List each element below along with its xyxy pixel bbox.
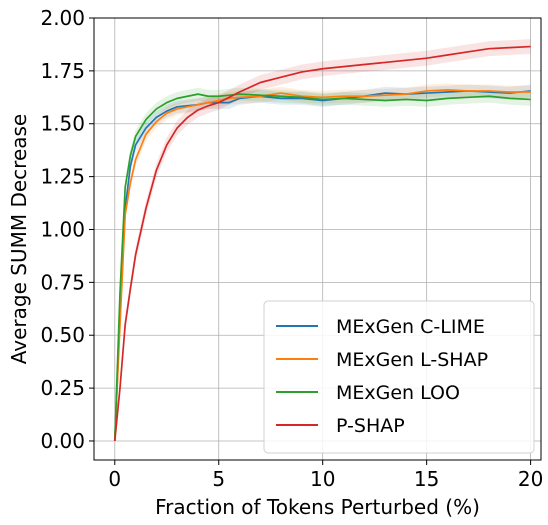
confidence-bands: [114, 39, 531, 441]
legend: MExGen C-LIME MExGen L-SHAP MExGen LOO P-SH…: [263, 300, 535, 454]
y-tick-label: 0.50: [40, 323, 85, 347]
series-line-3: [113, 93, 531, 441]
y-tick-label: 0.00: [40, 429, 85, 453]
legend-label: P-SHAP: [336, 415, 405, 437]
series-lines: [113, 45, 531, 442]
y-tick-label: 0.25: [40, 376, 85, 400]
y-tick-label: 0.75: [40, 270, 85, 294]
axis-ticks: 0 5 10 15 20 0.00 0.25 0.50 0.75 1.00 1.25 1.50 1.75…: [40, 6, 543, 491]
x-tick-label: 15: [414, 467, 439, 491]
x-tick-label: 20: [518, 467, 543, 491]
x-axis-title: Fraction of Tokens Perturbed (%): [155, 495, 480, 519]
y-tick-label: 2.00: [40, 6, 85, 30]
y-axis-title: Average SUMM Decrease: [7, 114, 31, 364]
y-tick-label: 1.50: [40, 112, 85, 136]
series-band-2: [114, 83, 531, 441]
y-tick-label: 1.00: [40, 217, 85, 241]
legend-label: MExGen LOO: [336, 382, 460, 404]
series-line-2: [113, 89, 531, 442]
legend-box: [263, 300, 535, 454]
series-band-1: [114, 84, 531, 441]
x-tick-label: 5: [212, 467, 225, 491]
series-line-1: [113, 90, 531, 442]
y-tick-label: 1.25: [40, 165, 85, 189]
plot-frame: [93, 17, 542, 461]
x-tick-label: 10: [310, 467, 335, 491]
legend-label: MExGen C-LIME: [336, 316, 485, 338]
y-tick-label: 1.75: [40, 59, 85, 83]
x-tick-label: 0: [108, 467, 121, 491]
series-line-4: [113, 45, 531, 442]
legend-label: MExGen L-SHAP: [336, 349, 488, 371]
